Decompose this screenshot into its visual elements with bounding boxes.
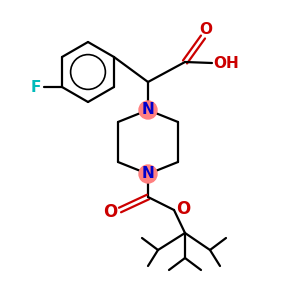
Text: OH: OH [213, 56, 239, 70]
Text: F: F [31, 80, 41, 94]
Text: N: N [142, 167, 154, 182]
Circle shape [139, 165, 157, 183]
Text: N: N [142, 103, 154, 118]
Circle shape [139, 101, 157, 119]
Text: O: O [103, 203, 117, 221]
Text: O: O [176, 200, 190, 218]
Text: O: O [200, 22, 212, 37]
